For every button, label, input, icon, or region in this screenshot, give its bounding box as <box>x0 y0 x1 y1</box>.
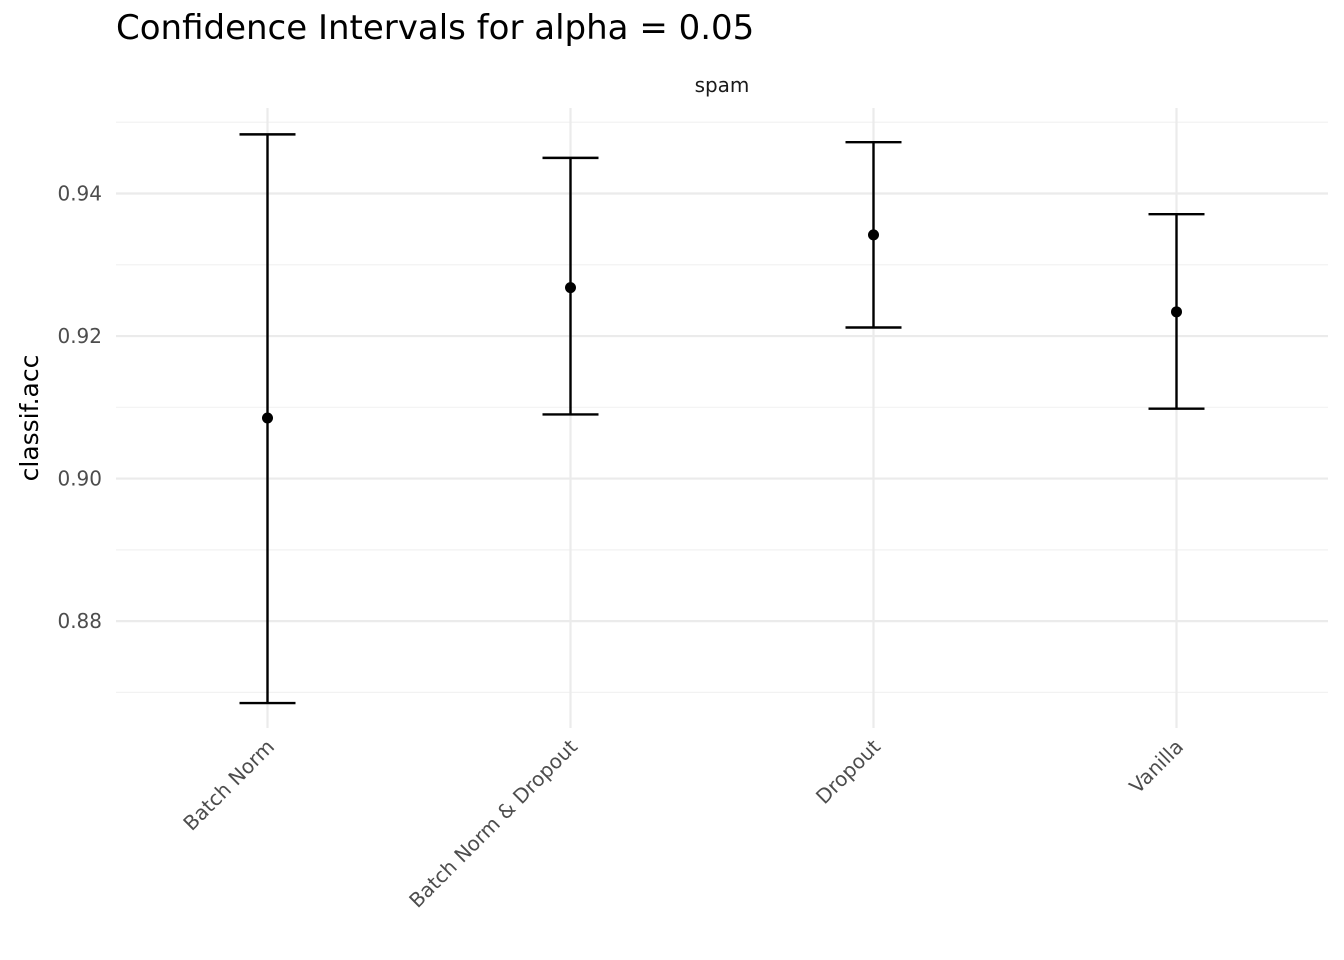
point-estimate <box>262 412 273 424</box>
point-estimate <box>1171 306 1182 318</box>
y-tick-label: 0.94 <box>57 182 102 206</box>
x-tick-label: Batch Norm <box>178 735 279 836</box>
x-tick-label: Vanilla <box>1124 735 1188 799</box>
y-axis-title: classif.acc <box>15 355 44 482</box>
y-axis-ticks: 0.88 0.90 0.92 0.94 <box>57 182 102 634</box>
grid-lines <box>116 108 1328 728</box>
point-estimate <box>565 282 576 294</box>
x-tick-label: Batch Norm & Dropout <box>404 734 582 912</box>
x-tick-label: Dropout <box>811 734 885 808</box>
chart-title: Confidence Intervals for alpha = 0.05 <box>116 8 755 48</box>
y-tick-label: 0.92 <box>57 324 102 348</box>
x-axis-ticks: Batch Norm Batch Norm & Dropout Dropout Van… <box>178 734 1188 912</box>
y-tick-label: 0.88 <box>57 609 102 633</box>
y-tick-label: 0.90 <box>57 467 102 491</box>
point-estimate <box>868 229 879 241</box>
error-bars <box>239 133 1205 705</box>
facet-strip-label: spam <box>695 73 750 97</box>
